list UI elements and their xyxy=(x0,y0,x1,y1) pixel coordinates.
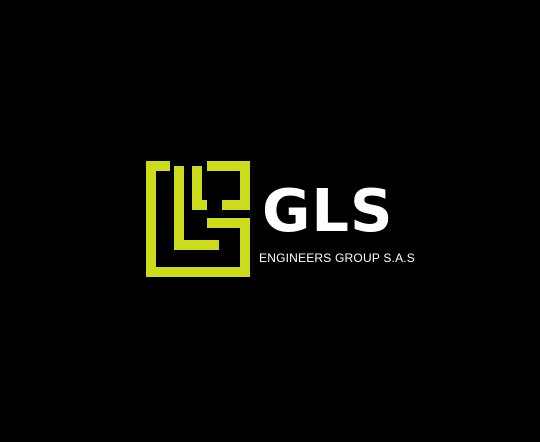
brand-tagline: ENGINEERS GROUP S.A.S xyxy=(259,251,416,265)
monogram-left-stroke xyxy=(174,166,219,250)
monogram-outer-stroke xyxy=(146,161,250,277)
brand-name: GLS xyxy=(262,176,394,245)
gls-monogram-icon xyxy=(146,161,250,277)
monogram-right-stroke xyxy=(207,161,250,210)
monogram-inner-stroke xyxy=(192,166,207,210)
